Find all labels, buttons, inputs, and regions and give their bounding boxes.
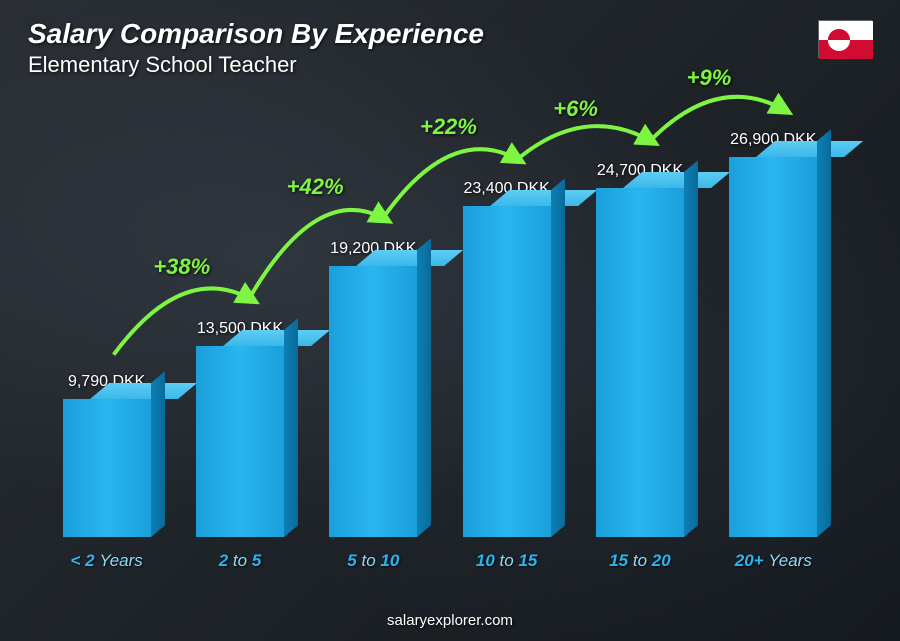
bar (729, 157, 817, 537)
chart-container: Salary Comparison By Experience Elementa… (0, 0, 900, 641)
increase-label: +9% (687, 65, 732, 91)
bar-group: 13,500 DKK2 to 5 (180, 320, 300, 571)
page-subtitle: Elementary School Teacher (28, 52, 484, 78)
bar-group: 24,700 DKK15 to 20 (580, 162, 700, 571)
bar (63, 399, 151, 537)
category-label: 2 to 5 (219, 551, 262, 571)
bar-group: 19,200 DKK5 to 10 (313, 240, 433, 571)
increase-label: +38% (153, 254, 210, 280)
category-label: 20+ Years (735, 551, 812, 571)
bar (196, 346, 284, 537)
category-label: < 2 Years (70, 551, 142, 571)
bar-chart: 9,790 DKK< 2 Years13,500 DKK2 to 519,200… (40, 100, 840, 571)
bar-group: 23,400 DKK10 to 15 (447, 180, 567, 571)
header: Salary Comparison By Experience Elementa… (28, 18, 484, 78)
bar (329, 266, 417, 537)
bar-group: 26,900 DKK20+ Years (713, 131, 833, 571)
increase-label: +22% (420, 114, 477, 140)
greenland-flag-icon (818, 20, 872, 58)
increase-label: +6% (553, 96, 598, 122)
bar (463, 206, 551, 537)
bar-group: 9,790 DKK< 2 Years (47, 373, 167, 571)
category-label: 5 to 10 (347, 551, 399, 571)
footer-attribution: salaryexplorer.com (0, 612, 900, 629)
increase-label: +42% (287, 174, 344, 200)
bar (596, 188, 684, 537)
category-label: 10 to 15 (476, 551, 538, 571)
page-title: Salary Comparison By Experience (28, 18, 484, 50)
category-label: 15 to 20 (609, 551, 671, 571)
